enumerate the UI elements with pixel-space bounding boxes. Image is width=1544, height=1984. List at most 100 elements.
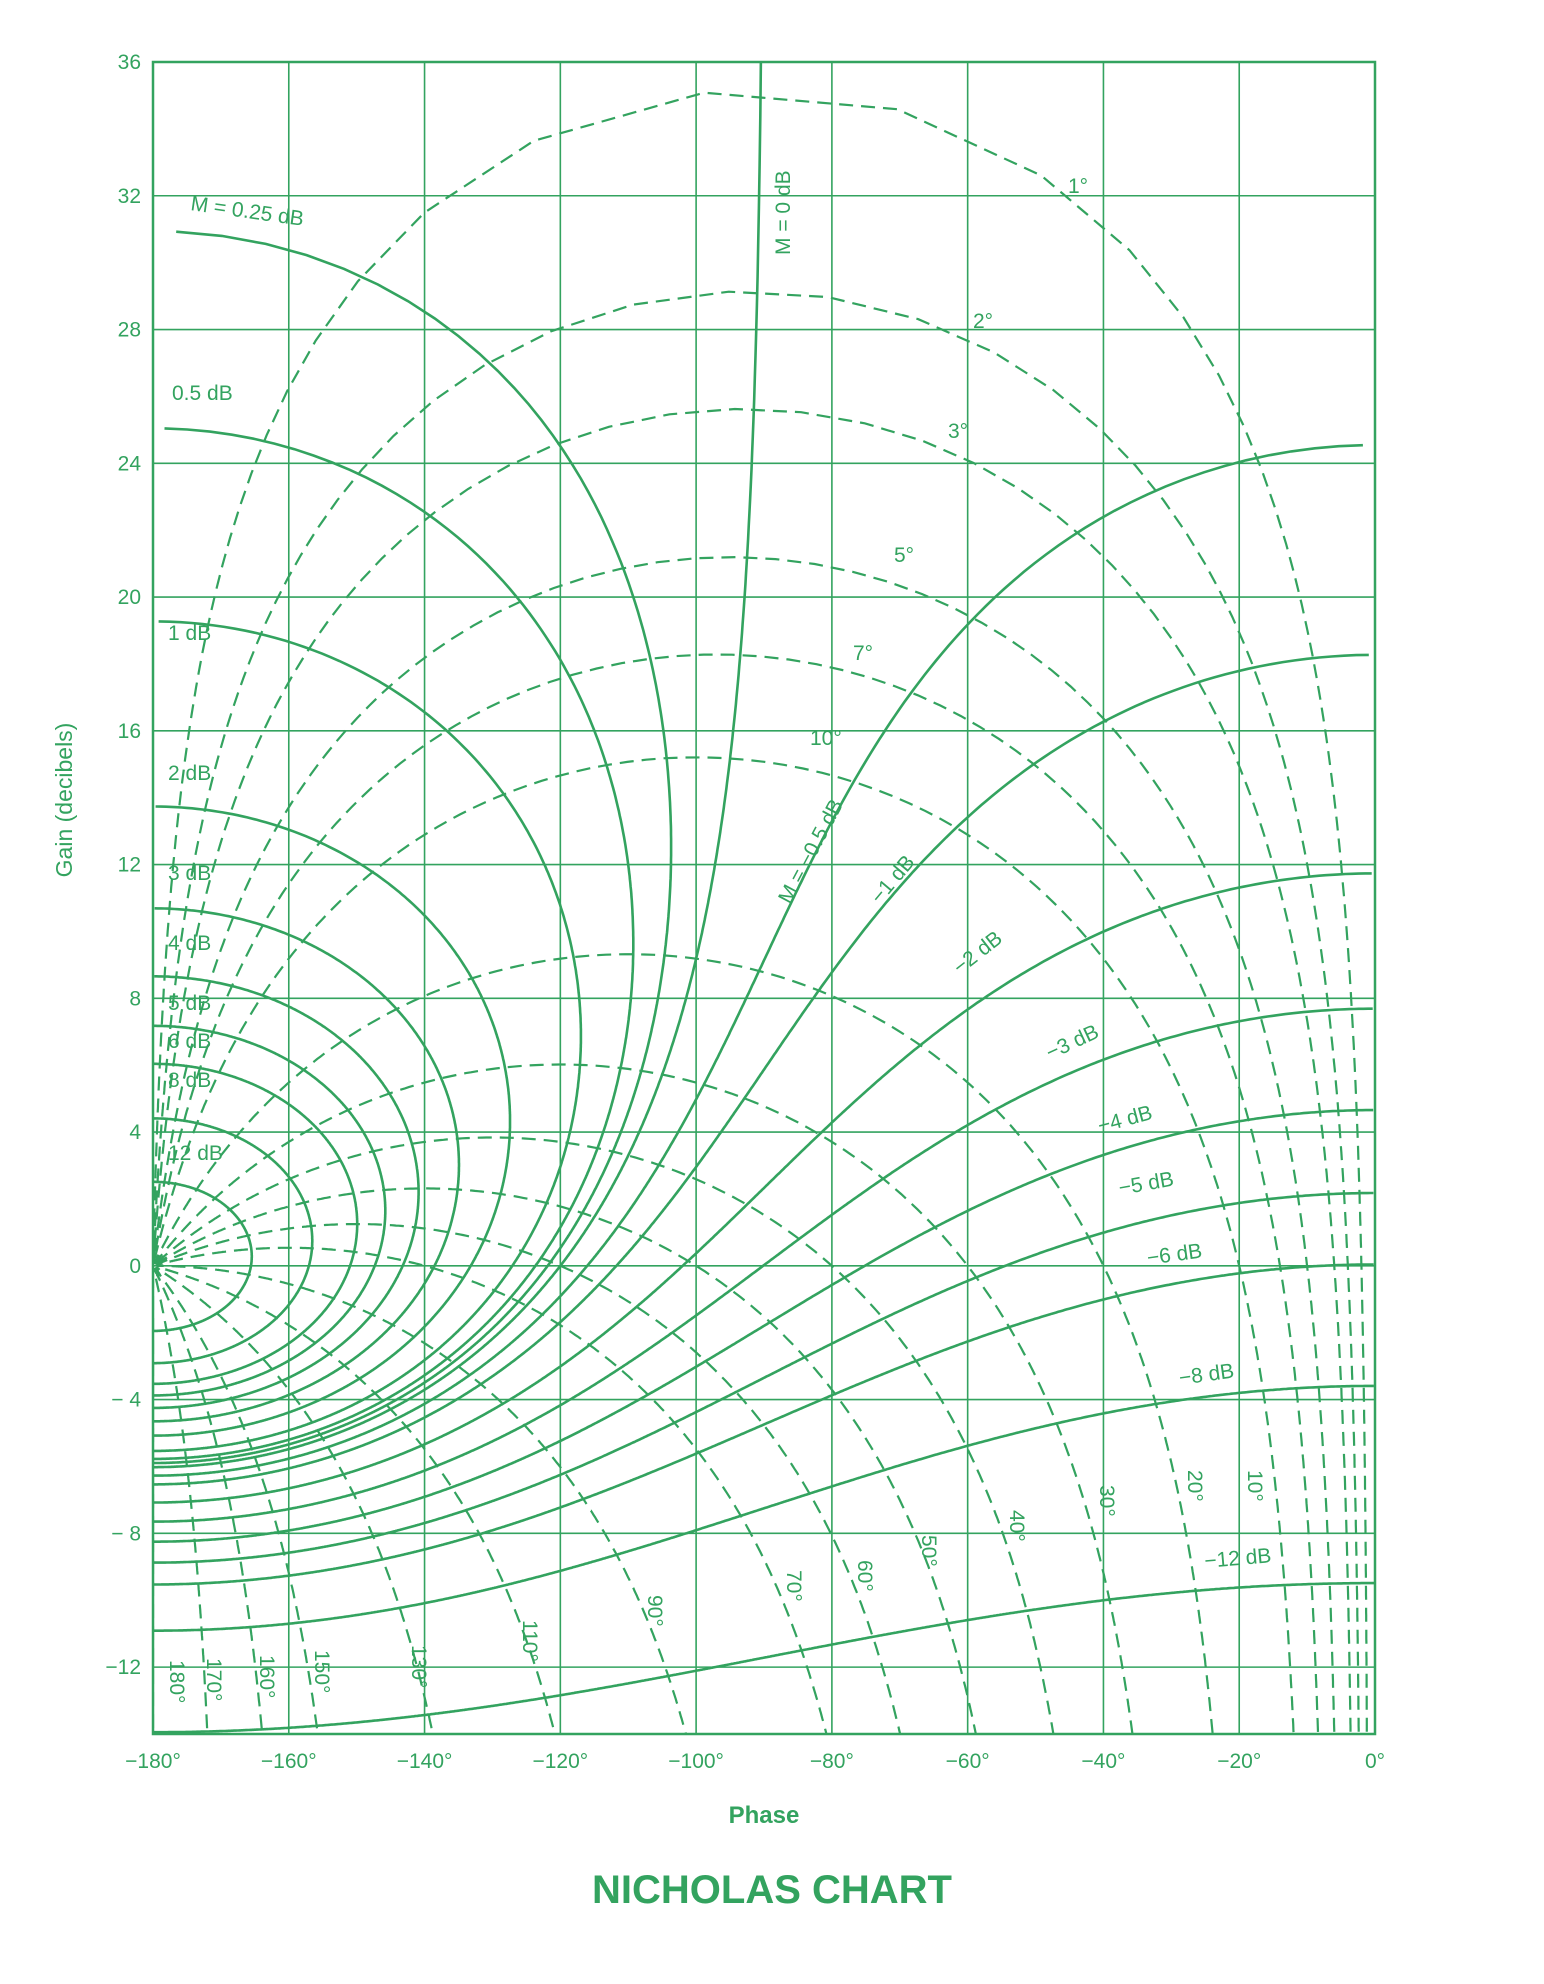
phase-label: 7°: [853, 642, 873, 665]
phase-contour: [154, 1136, 1055, 1734]
phase-label: 2°: [973, 310, 993, 333]
x-tick-label: 0°: [1365, 1750, 1385, 1773]
magnitude-label: M = 0.25 dB: [189, 192, 305, 231]
y-axis-title: Gain (decibels): [51, 723, 77, 878]
x-tick-label: −100°: [668, 1750, 724, 1773]
phase-contour: [155, 1246, 828, 1734]
phase-label: 50°: [917, 1535, 940, 1567]
y-tick-label: 28: [118, 319, 141, 342]
y-tick-label: 8: [129, 987, 141, 1010]
y-tick-label: − 4: [111, 1389, 141, 1412]
y-tick-label: 16: [118, 720, 141, 743]
phase-label: 10°: [810, 727, 842, 750]
magnitude-contour: [153, 1117, 314, 1365]
phase-contour: [153, 555, 1336, 1734]
phase-label: 90°: [643, 1595, 666, 1627]
x-tick-label: −180°: [125, 1750, 181, 1773]
magnitude-contour: [153, 907, 461, 1423]
y-tick-label: 24: [118, 452, 142, 475]
magnitude-label: M = −0.5 dB: [774, 796, 848, 908]
phase-contour: [155, 1265, 556, 1734]
phase-label: 60°: [853, 1560, 876, 1592]
magnitude-label: −1 dB: [866, 851, 919, 908]
magnitude-label: 5 dB: [168, 992, 211, 1015]
magnitude-label: 1 dB: [168, 622, 211, 645]
magnitude-label: −2 dB: [949, 927, 1007, 979]
magnitude-contour: [153, 1581, 1375, 1734]
magnitude-label: 4 dB: [168, 932, 211, 955]
phase-label: 170°: [202, 1658, 225, 1701]
y-tick-label: 20: [118, 586, 141, 609]
magnitude-label: −8 dB: [1177, 1359, 1235, 1389]
phase-label: 30°: [1095, 1485, 1118, 1517]
phase-label: 10°: [1243, 1470, 1266, 1502]
magnitude-contour: [153, 443, 1363, 1477]
magnitude-label: −5 dB: [1117, 1168, 1176, 1200]
magnitude-contours: [153, 62, 1375, 1734]
x-tick-label: −160°: [261, 1750, 317, 1773]
magnitude-label: 12 dB: [168, 1142, 223, 1165]
magnitude-label: −12 dB: [1203, 1544, 1272, 1573]
magnitude-contour: [153, 62, 763, 1469]
axis-tick-labels: −180° −160° −140° −120° −100° −80° −60° −40° −20…: [105, 51, 1385, 1773]
phase-contour: [154, 1266, 434, 1734]
magnitude-label: 0.5 dB: [172, 382, 233, 405]
y-tick-label: −12: [105, 1656, 141, 1679]
x-tick-label: −20°: [1217, 1750, 1261, 1773]
magnitude-contour: [153, 1024, 387, 1397]
plot-frame: [151, 60, 1377, 1736]
y-tick-label: 12: [118, 854, 141, 877]
phase-label: 150°: [310, 1650, 333, 1693]
magnitude-contour: [153, 805, 512, 1437]
magnitude-contour: [153, 1191, 1374, 1564]
phase-label: 3°: [948, 420, 968, 443]
y-tick-label: 0: [129, 1255, 141, 1278]
phase-contour: [153, 1267, 264, 1734]
magnitude-contour: [153, 230, 673, 1465]
phase-label: 130°: [407, 1645, 430, 1688]
y-tick-label: 36: [118, 51, 141, 74]
magnitude-label: M = 0 dB: [772, 170, 795, 255]
y-tick-label: 32: [118, 185, 141, 208]
phase-label: 1°: [1068, 175, 1088, 198]
phase-label: 160°: [255, 1655, 278, 1698]
magnitude-contour: [153, 1263, 1374, 1586]
y-tick-label: 4: [129, 1121, 141, 1144]
phase-label: 5°: [894, 544, 914, 567]
chart-title: NICHOLAS CHART: [592, 1868, 952, 1912]
magnitude-label: 6 dB: [168, 1030, 211, 1053]
magnitude-label: 8 dB: [168, 1069, 211, 1092]
magnitude-contour: [153, 1007, 1373, 1523]
x-tick-label: −40°: [1081, 1750, 1125, 1773]
x-tick-label: −80°: [810, 1750, 854, 1773]
magnitude-contour: [153, 1062, 359, 1386]
phase-contour: [153, 1063, 1134, 1734]
magnitude-contour: [153, 975, 420, 1410]
phase-label: 180°: [165, 1660, 188, 1703]
magnitude-label: 3 dB: [168, 862, 211, 885]
magnitude-contour: [153, 872, 1372, 1504]
contour-labels: M = 0.25 dB 0.5 dB 1 dB 2 dB 3 dB 4 dB 5 dB 6 d…: [165, 170, 1272, 1703]
x-tick-label: −140°: [397, 1750, 453, 1773]
magnitude-contour: [153, 1180, 254, 1333]
magnitude-contour: [153, 427, 635, 1461]
phase-label: 110°: [518, 1620, 541, 1662]
phase-contour: [153, 91, 1368, 1734]
phase-contour: [153, 290, 1360, 1734]
magnitude-label: 2 dB: [168, 762, 211, 785]
magnitude-contour: [153, 620, 583, 1453]
phase-label: 40°: [1005, 1510, 1028, 1542]
phase-contour: [155, 1223, 902, 1734]
phase-label: 70°: [782, 1570, 805, 1602]
phase-contour: [153, 756, 1295, 1734]
x-tick-label: −60°: [946, 1750, 990, 1773]
y-tick-label: − 8: [111, 1522, 141, 1545]
phase-contour: [156, 1264, 688, 1734]
phase-contours: [153, 91, 1368, 1734]
magnitude-label: −3 dB: [1042, 1020, 1102, 1064]
magnitude-contour: [153, 1108, 1374, 1543]
magnitude-contour: [153, 653, 1369, 1486]
x-tick-label: −120°: [532, 1750, 588, 1773]
phase-label: 20°: [1183, 1470, 1206, 1502]
